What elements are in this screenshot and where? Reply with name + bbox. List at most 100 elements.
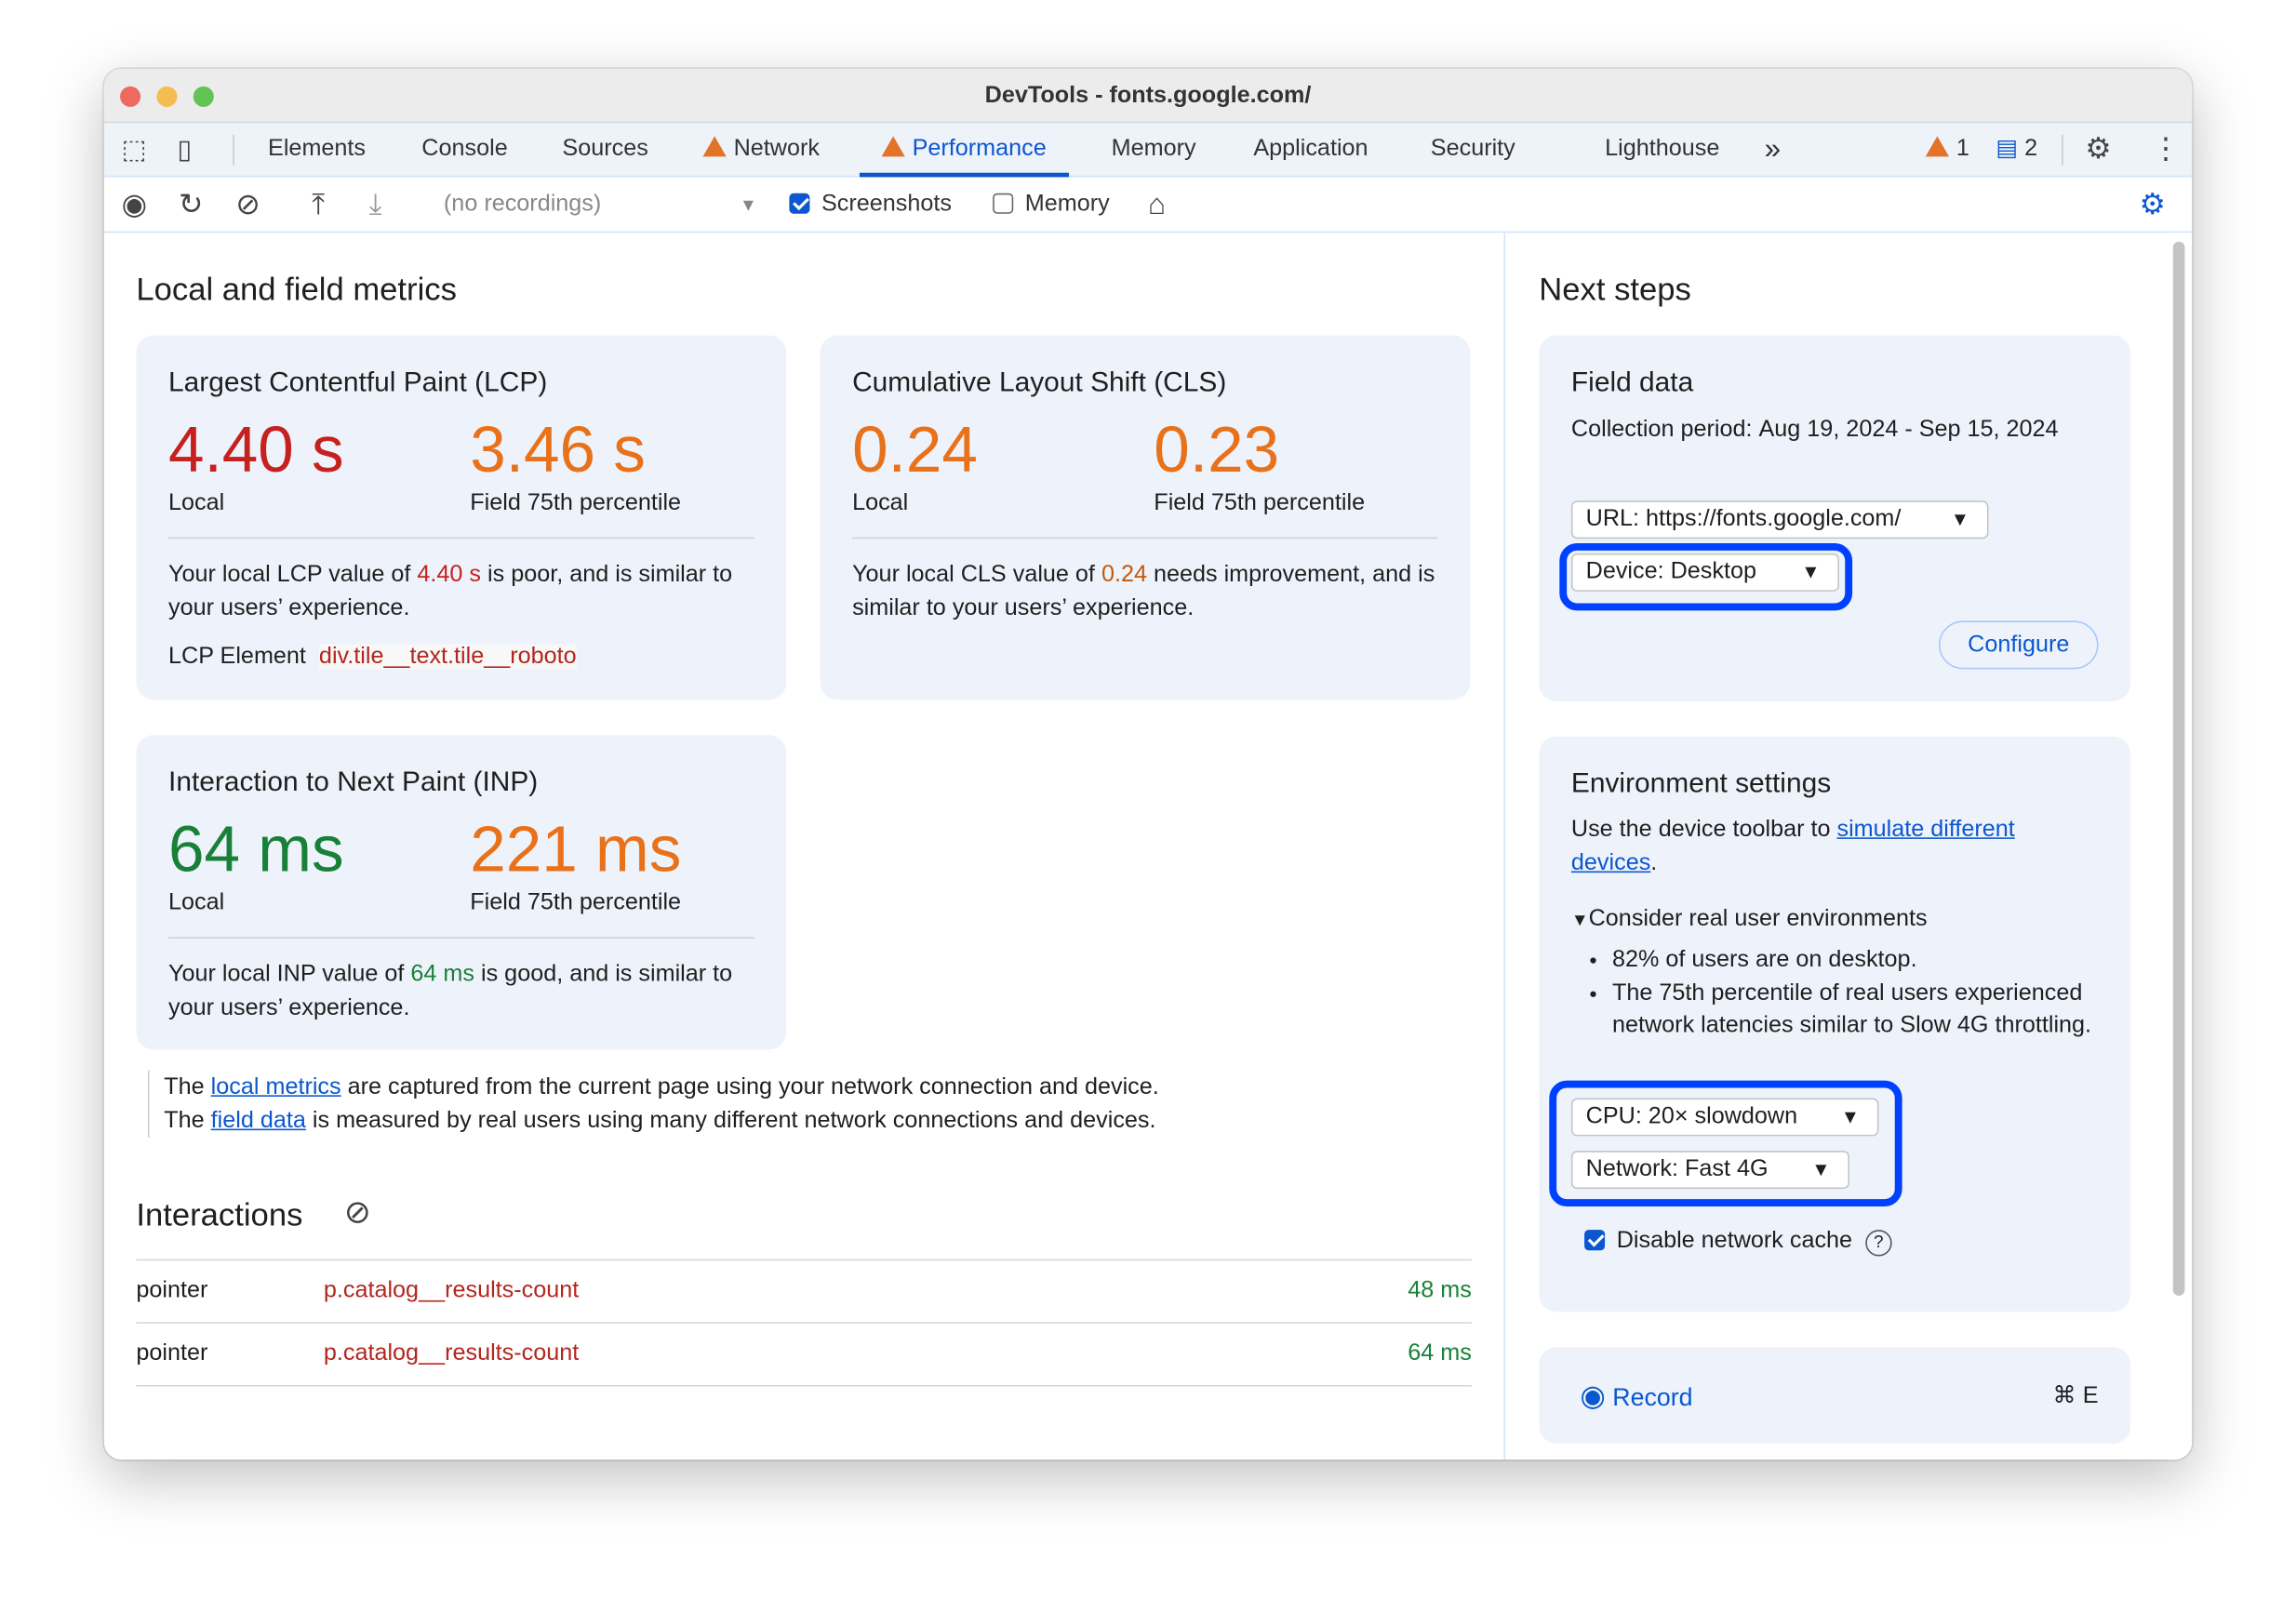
reload-record-icon[interactable]: ↻ <box>179 189 204 221</box>
metrics-note: The local metrics are captured from the … <box>147 1070 1159 1138</box>
message-icon: ▤ <box>1996 136 2025 162</box>
next-steps-panel: Next steps Field data Collection period:… <box>1505 233 2167 1459</box>
field-value: 0.23 <box>1154 414 1280 486</box>
zoom-window-button[interactable] <box>193 86 214 107</box>
more-tabs-icon[interactable]: » <box>1764 133 1782 166</box>
field-data-card: Field data Collection period: Aug 19, 20… <box>1539 335 2131 701</box>
card-title: Largest Contentful Paint (LCP) <box>168 367 548 399</box>
real-user-env-toggle[interactable]: ▼Consider real user environments <box>1570 906 1928 932</box>
messages-count: 2 <box>2024 136 2038 162</box>
tab-performance[interactable]: Performance <box>859 123 1069 178</box>
warning-icon <box>702 136 727 157</box>
warnings-counter[interactable]: 1 <box>1925 123 1969 177</box>
record-button[interactable]: ◉ Record <box>1580 1380 1693 1413</box>
interaction-target[interactable]: p.catalog__results-count <box>323 1340 580 1366</box>
local-field-metrics-panel: Local and field metrics Largest Contentf… <box>104 233 1506 1460</box>
interaction-target[interactable]: p.catalog__results-count <box>323 1278 580 1303</box>
card-description: Your local LCP value of 4.40 s is poor, … <box>168 562 733 621</box>
local-metrics-link[interactable]: local metrics <box>210 1074 341 1100</box>
warning-icon <box>1925 136 1949 157</box>
card-description: Your local CLS value of 0.24 needs impro… <box>852 562 1435 621</box>
card-title: Interaction to Next Paint (INP) <box>168 766 539 798</box>
recordings-select[interactable]: (no recordings) ▼ <box>444 177 757 233</box>
tab-security[interactable]: Security <box>1430 136 1515 162</box>
tab-label: Performance <box>912 136 1047 162</box>
bullet-item: The 75th percentile of real users experi… <box>1612 978 2102 1044</box>
collection-period: Collection period: Aug 19, 2024 - Sep 15… <box>1570 417 2059 443</box>
field-value: 221 ms <box>470 814 682 886</box>
scrollbar[interactable] <box>2167 233 2193 1460</box>
interaction-time: 64 ms <box>1408 1340 1472 1366</box>
field-label: Field 75th percentile <box>1154 490 1366 516</box>
warnings-count: 1 <box>1956 136 1969 162</box>
minimize-window-button[interactable] <box>156 86 178 107</box>
chevron-down-icon: ▼ <box>1950 508 1970 530</box>
interaction-time: 48 ms <box>1408 1278 1472 1303</box>
device-select[interactable]: Device: Desktop ▼ <box>1570 553 1839 592</box>
tab-lighthouse[interactable]: Lighthouse <box>1605 136 1720 162</box>
help-icon[interactable]: ? <box>1865 1230 1892 1257</box>
messages-counter[interactable]: ▤ 2 <box>1996 123 2037 177</box>
network-throttling-select[interactable]: Network: Fast 4G ▼ <box>1570 1151 1849 1190</box>
inspect-element-icon[interactable]: ⬚ <box>121 134 147 165</box>
window-title: DevTools - fonts.google.com/ <box>984 83 1312 109</box>
cpu-throttling-select[interactable]: CPU: 20× slowdown ▼ <box>1570 1098 1879 1137</box>
memory-checkbox[interactable]: Memory <box>993 177 1110 233</box>
inp-card: Interaction to Next Paint (INP) 64 ms 22… <box>136 735 787 1050</box>
highlight-box <box>1549 1080 1902 1206</box>
simulate-devices-link[interactable]: simulate different devices <box>1570 817 2015 876</box>
local-label: Local <box>168 490 225 516</box>
garbage-collect-icon[interactable]: ⌂ <box>1148 189 1167 221</box>
screenshots-checkbox[interactable]: Screenshots <box>789 177 952 233</box>
card-title: Environment settings <box>1570 768 1832 800</box>
section-title: Local and field metrics <box>136 271 457 308</box>
chevron-down-icon: ▼ <box>740 194 757 216</box>
panel-tabs: ⬚ ▯ Elements Console Sources Network Per… <box>103 123 2193 178</box>
bullet-item: 82% of users are on desktop. <box>1612 944 2102 977</box>
lcp-card: Largest Contentful Paint (LCP) 4.40 s 3.… <box>136 335 787 700</box>
field-value: 3.46 s <box>470 414 646 486</box>
tab-memory[interactable]: Memory <box>1111 136 1196 162</box>
record-icon[interactable]: ◉ <box>121 189 148 221</box>
triangle-down-icon: ▼ <box>1570 909 1589 930</box>
environment-settings-card: Environment settings Use the device tool… <box>1539 736 2131 1313</box>
lcp-element-link[interactable]: div.tile__text.tile__roboto <box>318 644 577 670</box>
tab-elements[interactable]: Elements <box>268 136 367 162</box>
chevron-down-icon: ▼ <box>1811 1158 1831 1180</box>
chevron-down-icon: ▼ <box>1840 1105 1860 1127</box>
settings-gear-icon[interactable]: ⚙ <box>2085 133 2112 166</box>
checkbox-icon <box>1584 1230 1606 1251</box>
card-description: Your local INP value of 64 ms is good, a… <box>168 962 733 1021</box>
tab-sources[interactable]: Sources <box>562 136 648 162</box>
tab-console[interactable]: Console <box>421 136 508 162</box>
clear-interactions-icon[interactable]: ⊘ <box>343 1193 371 1231</box>
configure-button[interactable]: Configure <box>1938 620 2099 670</box>
performance-toolbar: ◉ ↻ ⊘ ⤒ ⤓ (no recordings) ▼ Screenshots M… <box>103 177 2193 233</box>
field-data-link[interactable]: field data <box>210 1108 306 1134</box>
interaction-row[interactable]: pointer p.catalog__results-count 48 ms <box>136 1260 1472 1324</box>
more-options-icon[interactable]: ⋮ <box>2151 133 2181 166</box>
url-select[interactable]: URL: https://fonts.google.com/▼ <box>1570 500 1989 540</box>
device-toolbar-icon[interactable]: ▯ <box>177 134 193 165</box>
upload-icon[interactable]: ⤒ <box>312 189 326 221</box>
next-steps-title: Next steps <box>1539 271 1691 308</box>
local-value: 4.40 s <box>168 414 344 486</box>
download-icon[interactable]: ⤓ <box>368 189 382 221</box>
interaction-row[interactable]: pointer p.catalog__results-count 64 ms <box>136 1324 1472 1387</box>
capture-settings-icon[interactable]: ⚙ <box>2139 189 2166 221</box>
tab-network[interactable]: Network <box>702 123 820 177</box>
local-label: Local <box>168 889 225 915</box>
devtools-window: DevTools - fonts.google.com/ ⬚ ▯ Element… <box>103 68 2193 1460</box>
tab-application[interactable]: Application <box>1253 136 1368 162</box>
chevron-down-icon: ▼ <box>1801 560 1821 583</box>
interactions-title: Interactions <box>136 1195 303 1233</box>
memory-label: Memory <box>1024 192 1110 217</box>
disable-cache-checkbox[interactable]: Disable network cache ? <box>1584 1229 1892 1257</box>
clear-icon[interactable]: ⊘ <box>235 189 260 221</box>
highlight-box <box>1559 542 1853 611</box>
title-bar: DevTools - fonts.google.com/ <box>103 68 2193 124</box>
local-value: 0.24 <box>852 414 978 486</box>
close-window-button[interactable] <box>120 86 141 107</box>
record-card: ◉ Record ⌘ E <box>1539 1347 2131 1444</box>
card-title: Field data <box>1570 367 1694 399</box>
